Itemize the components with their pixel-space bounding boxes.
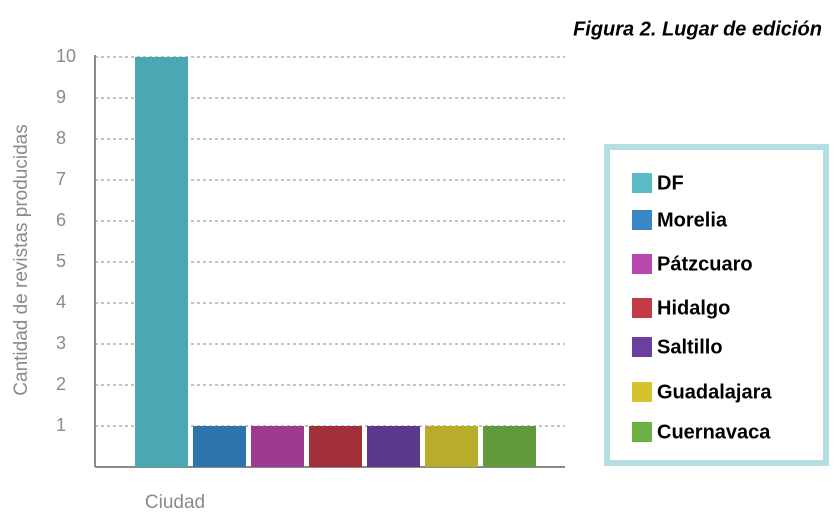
y-tick-label: 1 [56, 415, 66, 435]
bar [309, 426, 362, 467]
legend-label: Morelia [657, 209, 728, 231]
legend-label: Pátzcuaro [657, 253, 753, 275]
legend-label: Guadalajara [657, 381, 772, 403]
bar [251, 426, 304, 467]
y-tick-label: 6 [56, 210, 66, 230]
legend-swatch [632, 422, 652, 442]
y-tick-label: 10 [56, 46, 76, 66]
legend-label: Cuernavaca [657, 421, 771, 443]
legend-label: Hidalgo [657, 297, 730, 319]
bar [425, 426, 478, 467]
x-axis-label: Ciudad [145, 492, 205, 513]
legend-label: DF [657, 172, 684, 194]
legend-swatch [632, 173, 652, 193]
bar [483, 426, 536, 467]
bar [193, 426, 246, 467]
y-tick-label: 9 [56, 87, 66, 107]
y-tick-label: 7 [56, 169, 66, 189]
legend-swatch [632, 298, 652, 318]
y-tick-label: 5 [56, 251, 66, 271]
bar [135, 57, 188, 467]
legend-swatch [632, 210, 652, 230]
legend-swatch [632, 382, 652, 402]
y-tick-label: 8 [56, 128, 66, 148]
legend-label: Saltillo [657, 336, 723, 358]
bar [367, 426, 420, 467]
legend-swatch [632, 254, 652, 274]
legend-swatch [632, 337, 652, 357]
chart-title: Figura 2. Lugar de edición [573, 18, 822, 40]
y-axis-label: Cantidad de revistas producidas [11, 124, 32, 395]
y-tick-label: 3 [56, 333, 66, 353]
y-tick-label: 4 [56, 292, 66, 312]
y-tick-label: 2 [56, 374, 66, 394]
